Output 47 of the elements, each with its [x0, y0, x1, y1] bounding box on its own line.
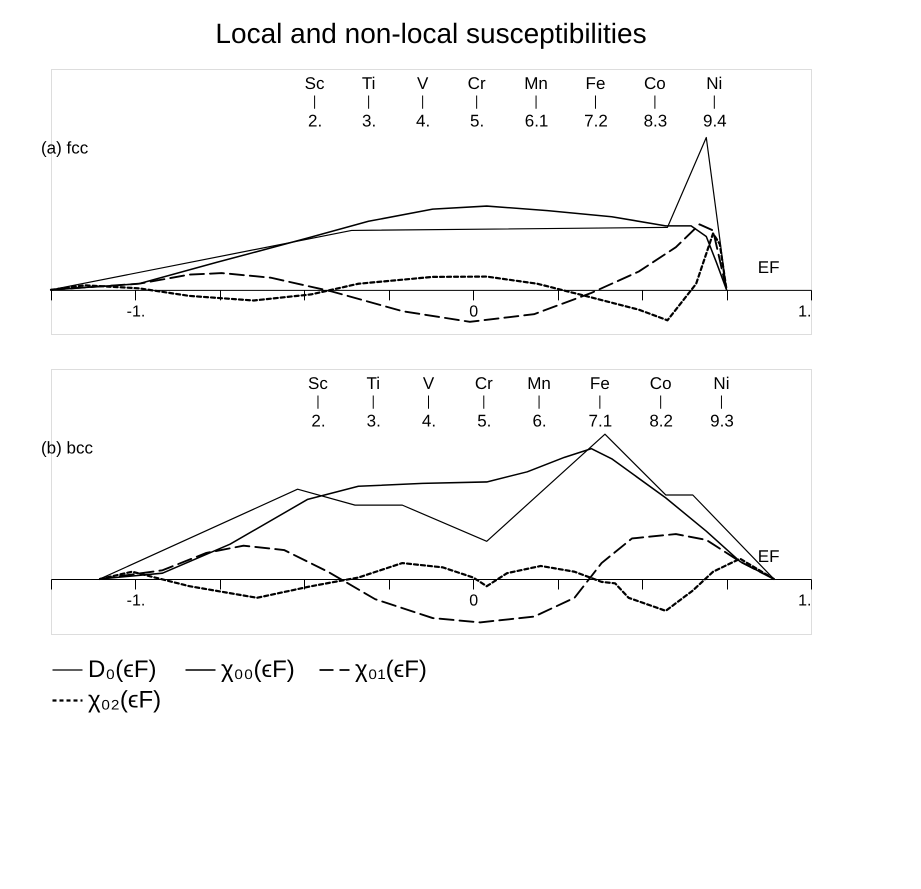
text: Fe: [590, 374, 610, 393]
text: Ti: [362, 74, 376, 93]
x-tick-label: 1.: [798, 592, 812, 610]
x2-tick-label: 8.2: [649, 411, 673, 430]
x2-tick-label: 9.4: [702, 111, 727, 130]
x2-tick-label: 7.2: [584, 111, 608, 130]
legend-label: χ₀₂(ϵF): [88, 686, 162, 714]
x-tick-label: -1.: [126, 303, 146, 320]
x-tick-label: -1.: [126, 592, 146, 610]
x2-tick-label: 5.: [477, 411, 492, 430]
text: Ti: [366, 374, 380, 393]
text: Sc: [308, 374, 328, 393]
text: Ni: [706, 74, 722, 93]
annotation: EF: [758, 546, 780, 566]
text: Cr: [468, 74, 486, 93]
x2-tick-label: 5.: [470, 111, 484, 130]
x-tick-label: 0: [469, 592, 478, 610]
text: Co: [650, 374, 672, 393]
x2-tick-label: 6.1: [524, 111, 548, 130]
text: Co: [644, 74, 666, 93]
annotation: EF: [758, 258, 780, 277]
text: V: [422, 374, 435, 393]
x2-tick-label: 6.: [532, 411, 547, 430]
text: V: [416, 74, 429, 93]
text: Mn: [524, 74, 548, 93]
x-tick-label: 1.: [798, 303, 812, 320]
annotation: (a) fcc: [41, 138, 89, 158]
text: Fe: [586, 74, 606, 93]
legend-label: χ₀₁(ϵF): [355, 656, 427, 683]
x-tick-label: 0: [469, 303, 478, 320]
x2-tick-label: 4.: [416, 111, 430, 130]
text: Mn: [527, 374, 551, 393]
x2-tick-label: 3.: [362, 111, 376, 130]
x2-tick-label: 8.3: [644, 111, 668, 130]
chart-title: Local and non-local susceptibilities: [215, 18, 647, 49]
legend-label: D₀(ϵF): [88, 656, 157, 683]
x2-tick-label: 9.3: [710, 411, 734, 430]
x2-tick-label: 2.: [311, 411, 326, 430]
legend-label: χ₀₀(ϵF): [221, 656, 295, 683]
x2-tick-label: 4.: [422, 411, 436, 430]
x2-tick-label: 3.: [366, 411, 381, 430]
x2-tick-label: 2.: [308, 111, 322, 130]
text: Ni: [713, 374, 730, 393]
text: Cr: [474, 374, 494, 393]
text: Sc: [304, 74, 326, 93]
x2-tick-label: 7.1: [588, 411, 612, 430]
annotation: (b) bcc: [41, 438, 94, 458]
